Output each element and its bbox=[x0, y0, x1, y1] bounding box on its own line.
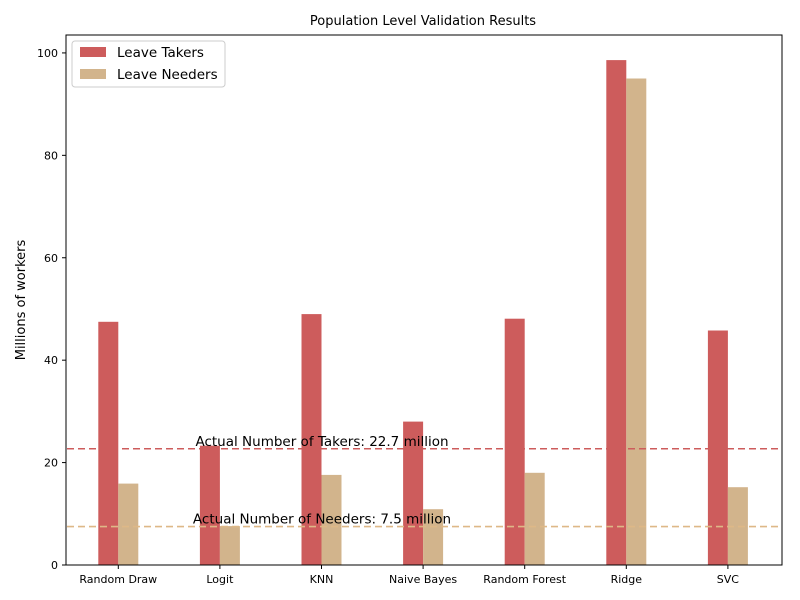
y-tick-label: 100 bbox=[37, 47, 58, 60]
legend-swatch-takers bbox=[80, 47, 106, 57]
y-axis-label: Millions of workers bbox=[14, 240, 29, 361]
y-tick-label: 60 bbox=[44, 252, 58, 265]
bar-leave-needers bbox=[219, 526, 240, 565]
bar-leave-needers bbox=[321, 474, 342, 565]
x-tick-label: Logit bbox=[206, 573, 234, 586]
legend-label-needers: Leave Needers bbox=[117, 67, 218, 83]
annotation-needers: Actual Number of Needers: 7.5 million bbox=[193, 512, 451, 528]
y-tick-label: 20 bbox=[44, 457, 58, 470]
bar-leave-takers bbox=[707, 330, 728, 565]
bar-leave-needers bbox=[626, 78, 647, 565]
plot-frame bbox=[65, 34, 783, 566]
y-tick-label: 80 bbox=[44, 149, 58, 162]
y-tick-label: 0 bbox=[51, 559, 58, 572]
x-tick-label: Random Draw bbox=[79, 573, 157, 586]
legend-label-takers: Leave Takers bbox=[117, 45, 204, 61]
bar-leave-needers bbox=[727, 487, 748, 565]
x-tick-label: KNN bbox=[310, 573, 334, 586]
bar-leave-needers bbox=[524, 472, 545, 565]
x-tick-label: Naive Bayes bbox=[389, 573, 457, 586]
bar-leave-takers bbox=[504, 318, 525, 565]
bar-leave-takers bbox=[98, 321, 119, 565]
legend-swatch-needers bbox=[80, 69, 106, 79]
y-tick-label: 40 bbox=[44, 354, 58, 367]
legend-box bbox=[71, 40, 226, 88]
bar-leave-takers bbox=[403, 421, 424, 565]
legend: Leave Takers Leave Needers bbox=[71, 40, 226, 88]
annotation-takers: Actual Number of Takers: 22.7 million bbox=[195, 434, 448, 450]
chart-title: Population Level Validation Results bbox=[310, 14, 536, 29]
bar-leave-takers bbox=[301, 314, 322, 565]
x-tick-label: Random Forest bbox=[483, 573, 566, 586]
x-tick-label: Ridge bbox=[611, 573, 643, 586]
bar-leave-takers bbox=[199, 445, 220, 565]
x-tick-label: SVC bbox=[717, 573, 740, 586]
plot-area: Random Draw Logit KNN Naive Bayes Random For… bbox=[37, 47, 781, 586]
bar-leave-needers bbox=[423, 509, 444, 565]
bar-leave-takers bbox=[606, 60, 627, 565]
bar-leave-needers bbox=[118, 483, 139, 565]
